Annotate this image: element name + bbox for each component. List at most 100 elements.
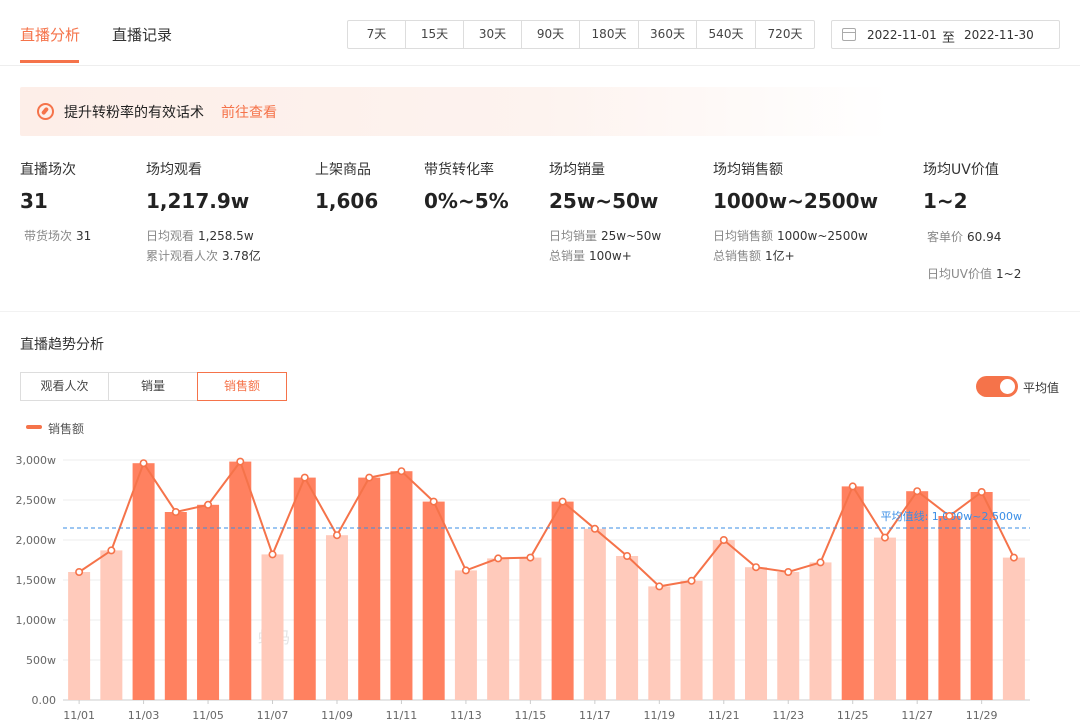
stat-value: 1,606 [315,189,379,213]
banner-link[interactable]: 前往查看 [221,105,277,121]
range-30d-button[interactable]: 30天 [464,21,522,48]
data-point[interactable] [429,497,438,506]
bar[interactable] [616,556,639,700]
metric-revenue-button[interactable]: 销售额 [197,372,287,401]
metric-views-button[interactable]: 观看人次 [20,372,109,401]
sub-key: 总销售额 [713,249,762,263]
data-point[interactable] [139,459,148,468]
range-180d-button[interactable]: 180天 [580,21,639,48]
bar[interactable] [164,512,187,700]
range-7d-button[interactable]: 7天 [348,21,406,48]
data-point[interactable] [1009,553,1018,562]
data-point[interactable] [913,487,922,496]
data-point[interactable] [204,500,213,509]
stat-label: 场均观看 [146,162,202,178]
range-90d-button[interactable]: 90天 [522,21,580,48]
x-tick-label: 11/15 [515,709,547,722]
stat-value: 25w~50w [549,189,659,213]
range-15d-button[interactable]: 15天 [406,21,464,48]
bar[interactable] [454,570,477,700]
bar[interactable] [197,504,220,700]
bar[interactable] [906,491,929,700]
x-tick-label: 11/21 [708,709,740,722]
data-point[interactable] [655,582,664,591]
data-point[interactable] [461,566,470,575]
bar[interactable] [293,477,316,700]
data-point[interactable] [719,536,728,545]
banner-text: 提升转粉率的有效话术 [64,105,204,121]
stat-avg-views: 场均观看 1,217.9w 日均观看 1,258.5w 累计观看人次 3.78亿 [146,159,261,266]
data-point[interactable] [494,554,503,563]
revenue-chart: 0.00500w1,000w1,500w2,000w2,500w3,000w平均… [16,454,1030,722]
trend-title: 直播趋势分析 [20,337,104,353]
bar[interactable] [519,557,542,700]
range-720d-button[interactable]: 720天 [767,27,803,41]
sub-key: 总销量 [549,249,586,263]
bar[interactable] [1002,557,1025,700]
bar[interactable] [712,540,735,700]
data-point[interactable] [171,508,180,517]
x-tick-label: 11/27 [901,709,933,722]
bar[interactable] [325,535,348,700]
data-point[interactable] [816,558,825,567]
data-point[interactable] [687,576,696,585]
data-point[interactable] [590,524,599,533]
data-point[interactable] [880,533,889,542]
stat-live-sessions: 直播场次 31 带货场次 31 [20,159,91,246]
legend-label-revenue[interactable]: 销售额 [48,422,85,436]
data-point[interactable] [623,552,632,561]
range-540d-button[interactable]: 540天 [697,21,756,48]
bar[interactable] [261,554,284,700]
bar[interactable] [841,486,864,700]
data-point[interactable] [365,473,374,482]
data-point[interactable] [107,546,116,555]
bar[interactable] [648,586,671,700]
data-point[interactable] [268,550,277,559]
data-point[interactable] [977,487,986,496]
metric-sales-button[interactable]: 销量 [108,372,198,401]
x-tick-label: 11/07 [257,709,289,722]
data-point[interactable] [526,553,535,562]
data-point[interactable] [558,497,567,506]
data-point[interactable] [332,531,341,540]
range-360d-button[interactable]: 360天 [639,21,697,48]
average-toggle[interactable] [976,376,1018,397]
data-point[interactable] [236,457,245,466]
data-point[interactable] [397,467,406,476]
stat-label: 带货转化率 [424,162,494,178]
legend-swatch[interactable] [26,425,42,429]
bar[interactable] [358,477,381,700]
bar[interactable] [809,562,832,700]
data-point[interactable] [300,473,309,482]
bar[interactable] [873,537,896,700]
sub-value: 3.78亿 [222,249,261,263]
stat-uv-value: 场均UV价值 1~2 客单价 60.94 日均UV价值 1~2 [923,159,1021,293]
data-point[interactable] [75,568,84,577]
x-tick-label: 11/03 [128,709,160,722]
bar[interactable] [777,572,800,700]
data-point[interactable] [848,482,857,491]
data-point[interactable] [784,568,793,577]
bar[interactable] [551,501,574,700]
bar[interactable] [680,580,703,700]
bar[interactable] [970,492,993,700]
bar[interactable] [390,471,413,700]
data-point[interactable] [945,512,954,521]
date-range-picker[interactable]: 2022-11-01 至 2022-11-30 [831,20,1060,49]
metric-selector: 观看人次 销量 销售额 [20,372,287,401]
tab-live-records[interactable]: 直播记录 [112,26,173,44]
data-point[interactable] [752,563,761,572]
bar[interactable] [422,501,445,700]
bar[interactable] [487,558,510,700]
bar[interactable] [583,528,606,700]
bar[interactable] [100,550,123,700]
bar[interactable] [229,461,252,700]
stat-value: 31 [20,189,48,213]
bar[interactable] [745,567,768,700]
sub-key: 日均销售额 [713,229,774,243]
bar[interactable] [68,572,91,700]
bar[interactable] [132,463,155,700]
tab-live-analysis[interactable]: 直播分析 [20,26,81,44]
sub-value: 1亿+ [765,249,795,263]
bar[interactable] [938,516,961,700]
